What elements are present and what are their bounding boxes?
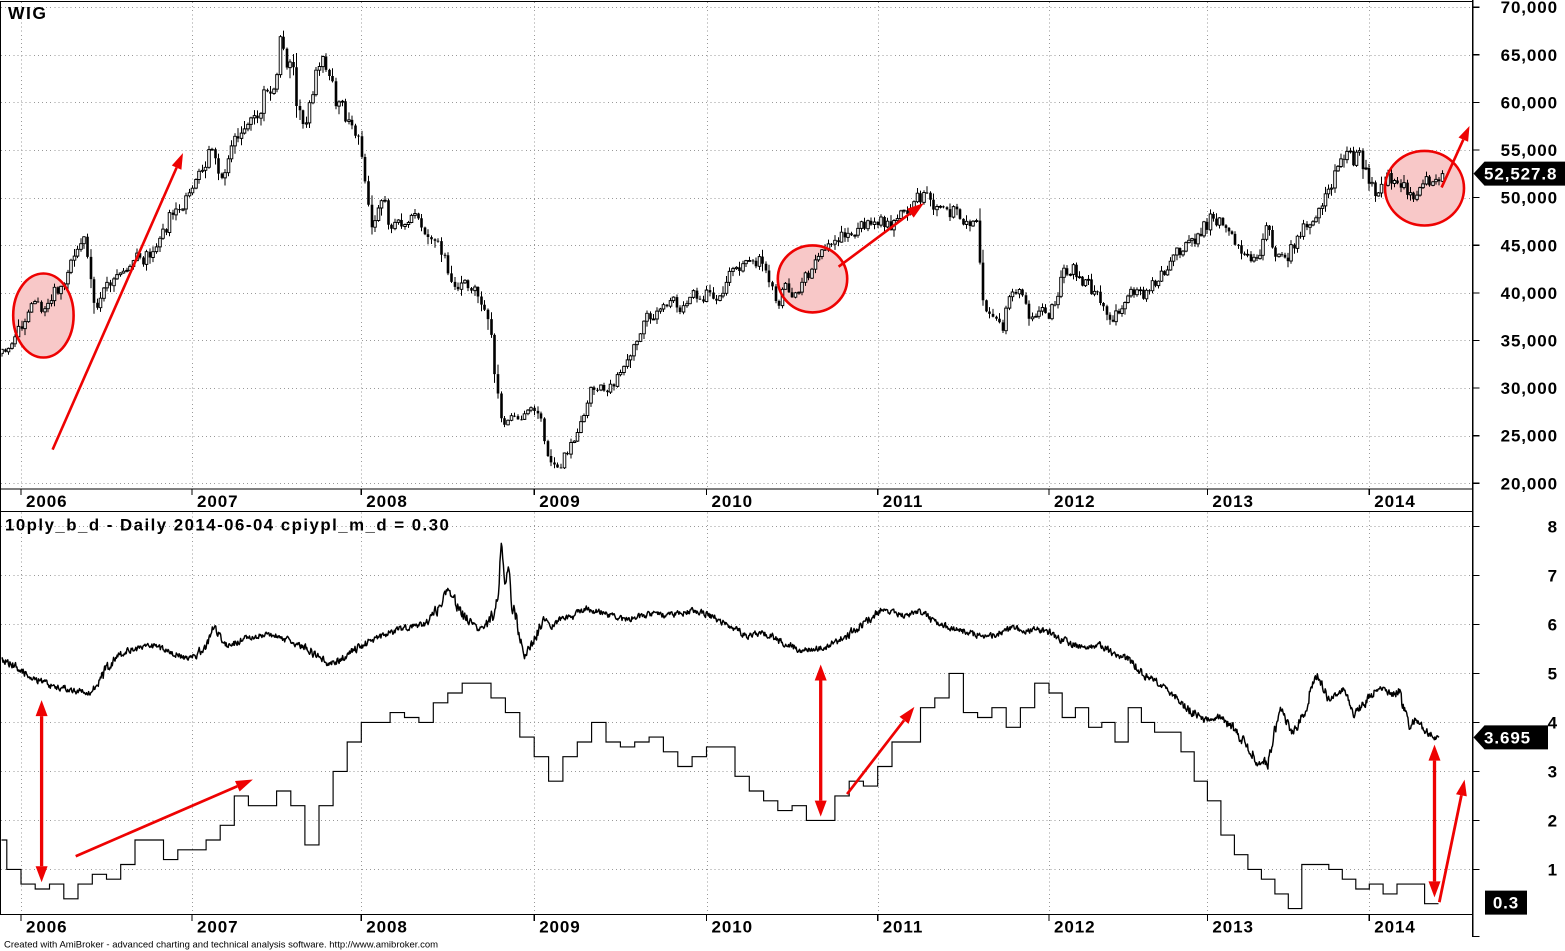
- axis-labels: 20,000 25,000 30,000 35,000 40,000 45,000 50,0…: [26, 0, 1558, 937]
- x-axis-year-label: 2011: [883, 492, 923, 511]
- x-axis-year-label: 2011: [883, 918, 923, 937]
- wig-candle-wicks: [1, 30, 1443, 469]
- y-axis-label-top: 70,000: [1501, 0, 1558, 17]
- annotation-arrow-head: [814, 664, 827, 817]
- y-axis-label-bottom: 8: [1548, 517, 1558, 536]
- last-value-tag-text: 52,527.8: [1484, 165, 1557, 184]
- highlight-ellipse-outline: [1383, 149, 1466, 227]
- annotation-arrows-and-ellipses: [11, 126, 1470, 903]
- annotation-arrow-shaft: [1440, 139, 1465, 188]
- y-axis-label-top: 55,000: [1501, 141, 1558, 160]
- annotation-arrow-head: [171, 153, 183, 170]
- annotation-arrow-head: [907, 203, 924, 218]
- last-value-tag-text: 3.695: [1484, 728, 1531, 747]
- x-axis-year-label: 2009: [539, 492, 580, 511]
- x-axis-year-label: 2009: [539, 918, 580, 937]
- x-axis-year-label: 2014: [1374, 918, 1415, 937]
- bond-yield-line-series: [1, 542, 1440, 770]
- y-axis-label-top: 30,000: [1501, 379, 1558, 398]
- y-axis-label-top: 65,000: [1501, 46, 1558, 65]
- y-axis-label-bottom: 6: [1548, 615, 1558, 634]
- y-axis-label-top: 40,000: [1501, 284, 1558, 303]
- cpi-step-series: [1, 672, 1439, 910]
- y-axis-label-bottom: 1: [1548, 860, 1558, 879]
- wig-candles-down: [4, 36, 1441, 469]
- annotation-arrow-head: [1456, 779, 1467, 797]
- last-value-tag-box: [1473, 725, 1548, 750]
- annotation-arrow-head: [235, 779, 253, 792]
- x-axis-year-label: 2013: [1212, 492, 1253, 511]
- y-axis-label-bottom: 4: [1548, 713, 1558, 732]
- footer-credit: Created with AmiBroker - advanced charti…: [4, 940, 438, 951]
- x-axis-year-label: 2007: [197, 918, 238, 937]
- annotation-arrow-head: [899, 706, 915, 724]
- y-axis-label-bottom: 7: [1548, 566, 1558, 585]
- annotation-arrow-shaft: [846, 719, 906, 795]
- x-axis-year-label: 2008: [366, 918, 407, 937]
- annotation-ellipse-fills: [13, 150, 1464, 358]
- y-axis-label-top: 25,000: [1501, 427, 1558, 446]
- x-axis-year-label: 2012: [1054, 492, 1095, 511]
- annotation-arrow-shaft: [1437, 795, 1463, 903]
- highlight-ellipse-fill: [1385, 150, 1464, 226]
- bond-yield-line: [1, 542, 1440, 770]
- y-axis-label-top: 50,000: [1501, 189, 1558, 208]
- top-panel-title: WIG: [8, 3, 48, 23]
- highlight-ellipse-outline: [776, 244, 849, 314]
- y-axis-label-top: 20,000: [1501, 474, 1558, 493]
- annotation-arrow-shaft: [51, 167, 178, 451]
- highlight-ellipse-fill: [13, 273, 74, 358]
- x-axis-year-label: 2010: [712, 492, 753, 511]
- wig-candlestick-series: [1, 30, 1445, 469]
- highlight-ellipse-outline: [11, 272, 75, 359]
- annotation-arrow-head: [1428, 744, 1441, 898]
- y-axis-label-bottom: 3: [1548, 762, 1558, 781]
- bottom-panel-title: 10ply_b_d - Daily 2014-06-04 cpiypl_m_d …: [5, 516, 450, 535]
- x-axis-year-label: 2006: [26, 492, 67, 511]
- last-value-tag-box: [1473, 161, 1565, 186]
- axes-frame: [0, 0, 1480, 938]
- x-axis-year-label: 2007: [197, 492, 238, 511]
- frame-lines-and-ticks: [0, 0, 1480, 938]
- last-value-tag-text: 0.3: [1493, 894, 1519, 913]
- annotation-arrow-head: [1458, 126, 1470, 142]
- last-value-tags: 52,527.8 3.695 0.3: [1473, 161, 1565, 915]
- x-axis-year-label: 2013: [1212, 918, 1253, 937]
- y-axis-label-bottom: 2: [1548, 811, 1558, 830]
- y-axis-label-top: 60,000: [1501, 93, 1558, 112]
- x-axis-year-label: 2008: [366, 492, 407, 511]
- annotation-arrow-shaft: [837, 212, 912, 268]
- last-value-tag-box: [1485, 890, 1527, 915]
- y-axis-label-bottom: 5: [1548, 664, 1558, 683]
- y-axis-label-top: 45,000: [1501, 236, 1558, 255]
- x-axis-year-label: 2006: [26, 918, 67, 937]
- y-axis-label-top: 35,000: [1501, 332, 1558, 351]
- x-axis-year-label: 2014: [1374, 492, 1415, 511]
- x-axis-year-label: 2012: [1054, 918, 1095, 937]
- x-axis-year-label: 2010: [712, 918, 753, 937]
- cpi-step-line: [1, 672, 1439, 910]
- annotation-arrow-shaft: [75, 785, 238, 858]
- wig-candles-up: [1, 36, 1445, 469]
